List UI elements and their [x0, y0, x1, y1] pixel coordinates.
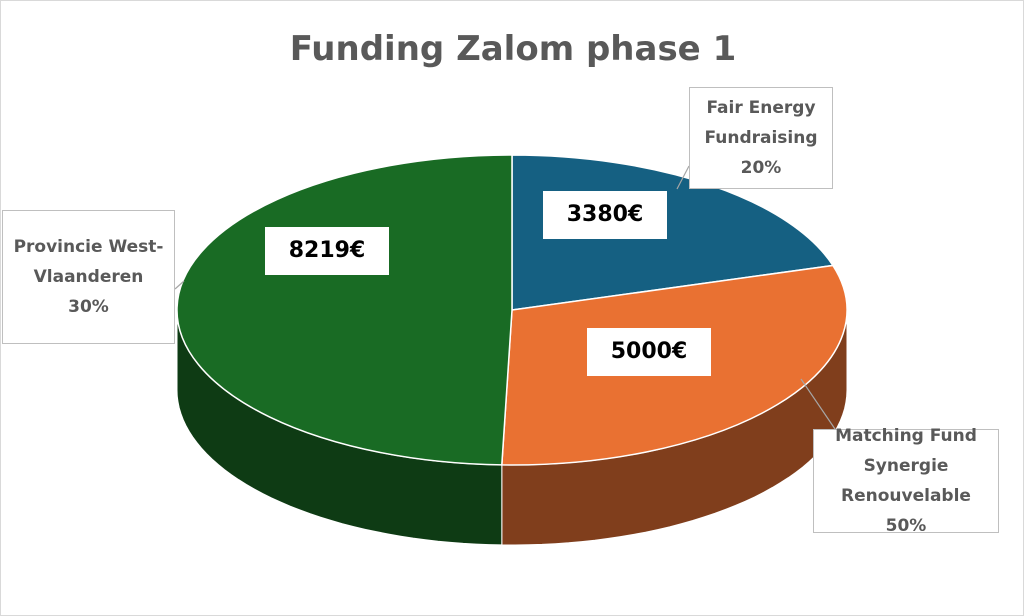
percentage-label: 50%	[885, 516, 927, 536]
leader-line	[174, 280, 185, 290]
category-label: Fair Energy Fundraising	[704, 98, 818, 148]
percentage-label: 20%	[740, 158, 782, 178]
category-callout: Provincie West-Vlaanderen 30%	[2, 210, 175, 344]
category-label: Provincie West-Vlaanderen	[13, 237, 164, 287]
data-label: 5000€	[587, 328, 711, 376]
leader-line	[800, 378, 836, 430]
percentage-label: 30%	[68, 297, 109, 317]
chart-title: Funding Zalom phase 1	[289, 29, 737, 69]
category-callout: Matching Fund Synergie Renouvelable 50%	[813, 426, 999, 536]
category-callout: Fair Energy Fundraising 20%	[689, 87, 833, 189]
data-label: 3380€	[543, 191, 667, 239]
pie-slice	[176, 154, 513, 466]
data-label: 8219€	[265, 227, 389, 275]
category-label: Matching Fund Synergie Renouvelable	[835, 426, 977, 506]
leader-line	[676, 165, 690, 190]
